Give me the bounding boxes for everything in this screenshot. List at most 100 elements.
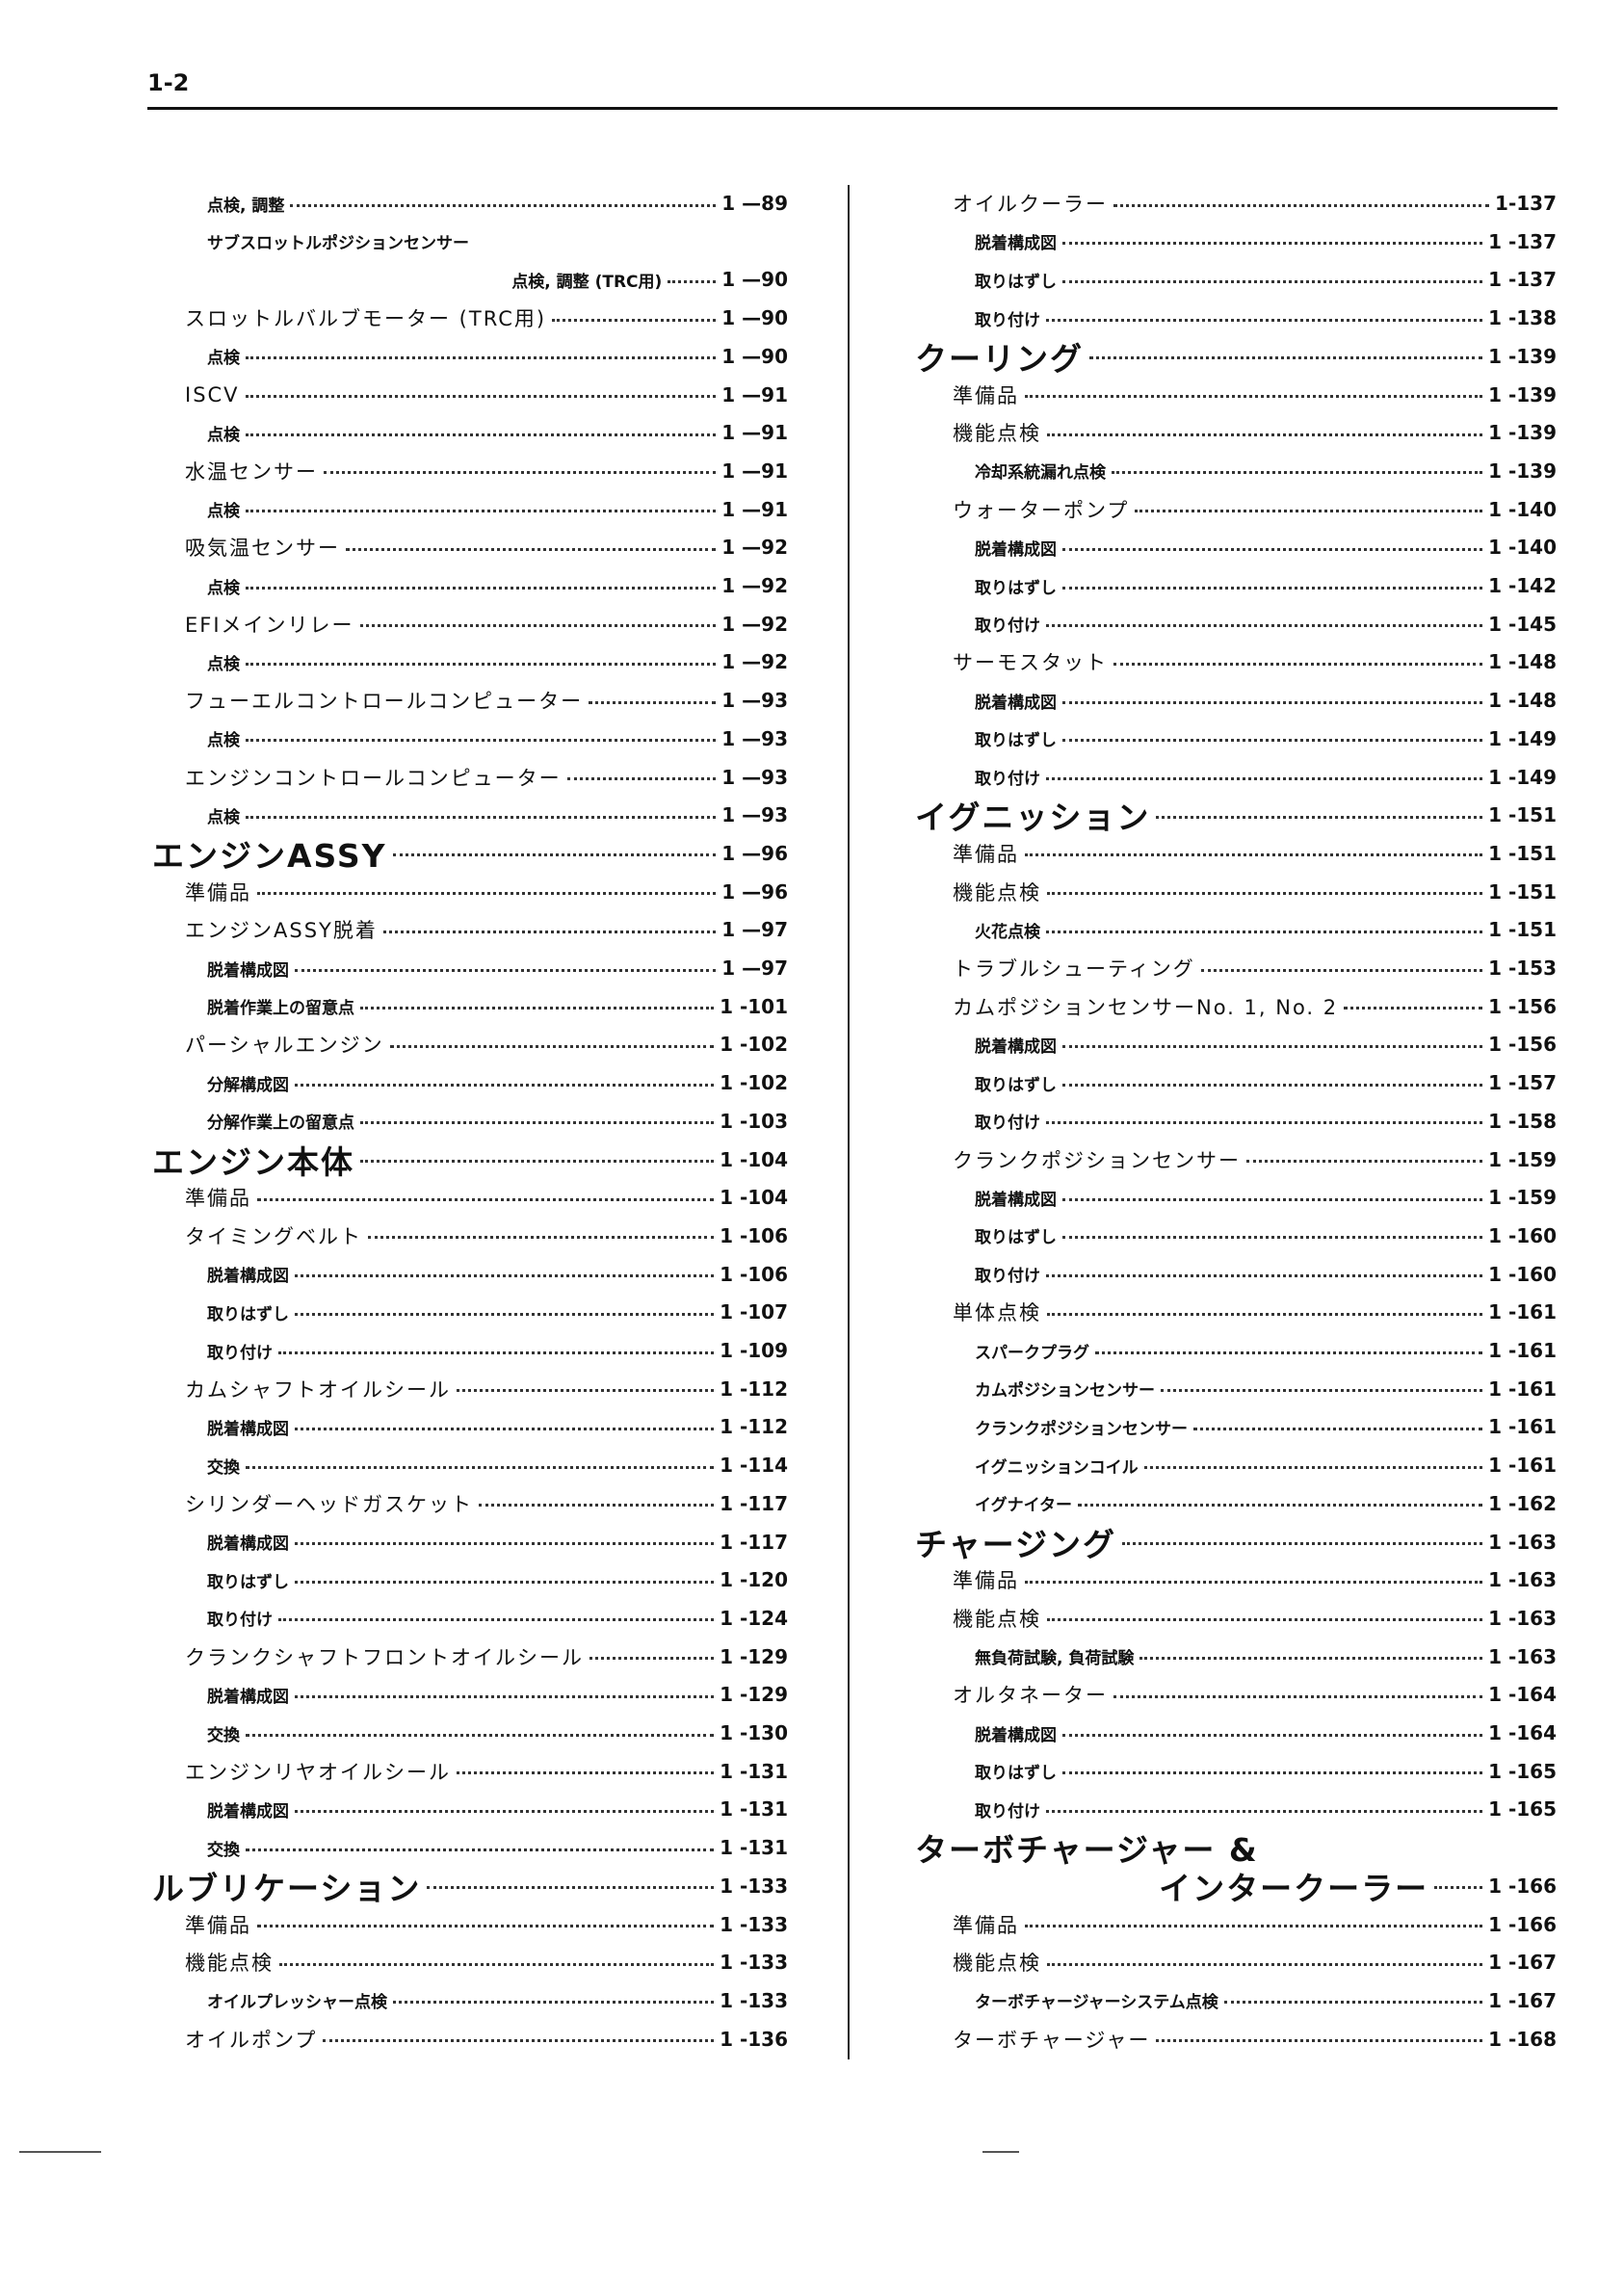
- toc-entry: 交換 1 -130: [207, 1714, 788, 1752]
- entry-label: 取り付け: [207, 1343, 273, 1363]
- toc-entry: エンジンASSY 1 —96: [152, 834, 788, 875]
- toc-entry: 脱着構成図 1 -131: [207, 1790, 788, 1828]
- dot-leader: [382, 930, 717, 933]
- entry-label: オイルプレッシャー点検: [207, 1993, 387, 2013]
- entry-page: 1 -139: [1488, 344, 1557, 368]
- entry-page: 1 -104: [720, 1186, 788, 1210]
- toc-entry: 交換 1 -131: [207, 1828, 788, 1867]
- entry-label: イグナイター: [975, 1496, 1072, 1516]
- entry-label: 準備品: [185, 880, 251, 905]
- dot-leader: [246, 510, 717, 513]
- toc-entry: 点検 1 —93: [207, 796, 788, 834]
- entry-page: 1 -162: [1488, 1491, 1557, 1515]
- entry-page: 1 -163: [1488, 1606, 1557, 1630]
- toc-entry: 取りはずし 1 -160: [975, 1217, 1557, 1255]
- entry-label: 準備品: [185, 1913, 251, 1937]
- dot-leader: [245, 395, 717, 398]
- toc-entry: 脱着構成図 1 -137: [975, 223, 1557, 261]
- entry-page: 1 -166: [1488, 1874, 1557, 1898]
- dot-leader: [1246, 1160, 1483, 1163]
- entry-label: イグニッション: [915, 799, 1151, 837]
- entry-page: 1 -158: [1488, 1109, 1557, 1133]
- entry-label: 取り付け: [975, 310, 1040, 330]
- entry-label: 脱着構成図: [207, 1267, 289, 1287]
- entry-page: 1 —92: [721, 650, 788, 674]
- toc-entry: 機能点検 1 -151: [953, 873, 1557, 911]
- toc-entry: 脱着構成図 1 -148: [975, 681, 1557, 720]
- entry-label: 取り付け: [975, 1114, 1040, 1134]
- entry-label: 水温センサー: [185, 459, 318, 484]
- dot-leader: [1047, 1618, 1483, 1622]
- entry-page: 1 -151: [1488, 918, 1557, 942]
- dot-leader: [1193, 1427, 1483, 1430]
- dot-leader: [295, 1312, 715, 1316]
- entry-page: 1 -161: [1488, 1300, 1557, 1324]
- dot-leader: [1046, 1809, 1483, 1813]
- entry-label: 点検: [207, 349, 240, 369]
- dot-leader: [278, 1350, 715, 1354]
- dot-leader: [1062, 242, 1483, 246]
- dot-leader: [1062, 547, 1483, 551]
- toc-entry: 水温センサー 1 —91: [185, 452, 788, 490]
- entry-label: 取りはずし: [975, 1228, 1057, 1248]
- entry-label: エンジンリヤオイルシール: [185, 1760, 451, 1784]
- dot-leader: [295, 1542, 715, 1545]
- toc-entry: ISCV 1 —91: [185, 376, 788, 414]
- entry-page: 1 —97: [721, 957, 788, 980]
- entry-label: 取りはずし: [975, 272, 1057, 292]
- entry-page: 1 -161: [1488, 1454, 1557, 1478]
- dot-leader: [278, 1618, 715, 1622]
- entry-page: 1 -131: [720, 1836, 788, 1860]
- dot-leader: [1112, 471, 1483, 475]
- dot-leader: [1077, 1504, 1483, 1508]
- dot-leader: [1062, 1197, 1483, 1201]
- dot-leader: [368, 1236, 715, 1240]
- entry-page: 1 -148: [1488, 650, 1557, 674]
- dot-leader: [1046, 318, 1483, 322]
- entry-page: 1 -151: [1488, 879, 1557, 904]
- toc-entry: 準備品 1 -166: [953, 1905, 1557, 1944]
- entry-label: フューエルコントロールコンピューター: [185, 690, 584, 714]
- entry-page: 1 —90: [721, 306, 788, 330]
- entry-page: 1 -130: [720, 1721, 788, 1744]
- entry-label: 脱着構成図: [975, 1725, 1057, 1745]
- toc-entry: 点検 1 —91: [207, 490, 788, 529]
- entry-label: 準備品: [953, 1569, 1019, 1593]
- entry-page: 1 -156: [1488, 994, 1557, 1018]
- entry-page: 1 -101: [720, 994, 788, 1018]
- entry-label: 点検: [207, 807, 240, 827]
- toc-entry: 準備品 1 -163: [953, 1560, 1557, 1599]
- entry-label: 点検, 調整: [207, 196, 285, 216]
- toc-entry: 点検 1 —93: [207, 720, 788, 758]
- entry-label: 交換: [207, 1725, 240, 1745]
- entry-page: 1 -139: [1488, 459, 1557, 483]
- entry-label: 分解構成図: [207, 1075, 289, 1095]
- toc-entry: 準備品 1 -104: [185, 1178, 788, 1217]
- entry-page: 1 —91: [721, 459, 788, 483]
- dot-leader: [1062, 1083, 1483, 1087]
- entry-label: 取りはずし: [975, 1764, 1057, 1784]
- dot-leader: [295, 968, 717, 972]
- entry-page: 1 -112: [720, 1415, 788, 1439]
- entry-label: 分解作業上の留意点: [207, 1114, 354, 1134]
- entry-label: スパークプラグ: [975, 1343, 1089, 1363]
- entry-label: 点検: [207, 731, 240, 751]
- entry-page: 1 —96: [721, 879, 788, 904]
- dot-leader: [1062, 700, 1483, 704]
- toc-entry: イグニッションコイル 1 -161: [975, 1446, 1557, 1484]
- entry-label: 取り付け: [975, 1801, 1040, 1822]
- dot-leader: [1139, 1657, 1483, 1661]
- entry-page: 1 -106: [720, 1223, 788, 1247]
- toc-entry: 機能点検 1 -167: [953, 1943, 1557, 1981]
- entry-label: 取りはずし: [207, 1572, 289, 1592]
- entry-label: クランクポジションセンサー: [953, 1148, 1241, 1172]
- entry-page: 1 -140: [1488, 497, 1557, 521]
- dot-leader: [257, 1925, 715, 1927]
- entry-page: 1 -149: [1488, 765, 1557, 789]
- entry-label: トラブルシューティング: [953, 957, 1195, 981]
- toc-entry: 取り付け 1 -145: [975, 605, 1557, 643]
- toc-entry: 取りはずし 1 -157: [975, 1063, 1557, 1102]
- dot-leader: [668, 279, 717, 283]
- entry-page: 1 —93: [721, 765, 788, 789]
- dot-leader: [1156, 815, 1483, 819]
